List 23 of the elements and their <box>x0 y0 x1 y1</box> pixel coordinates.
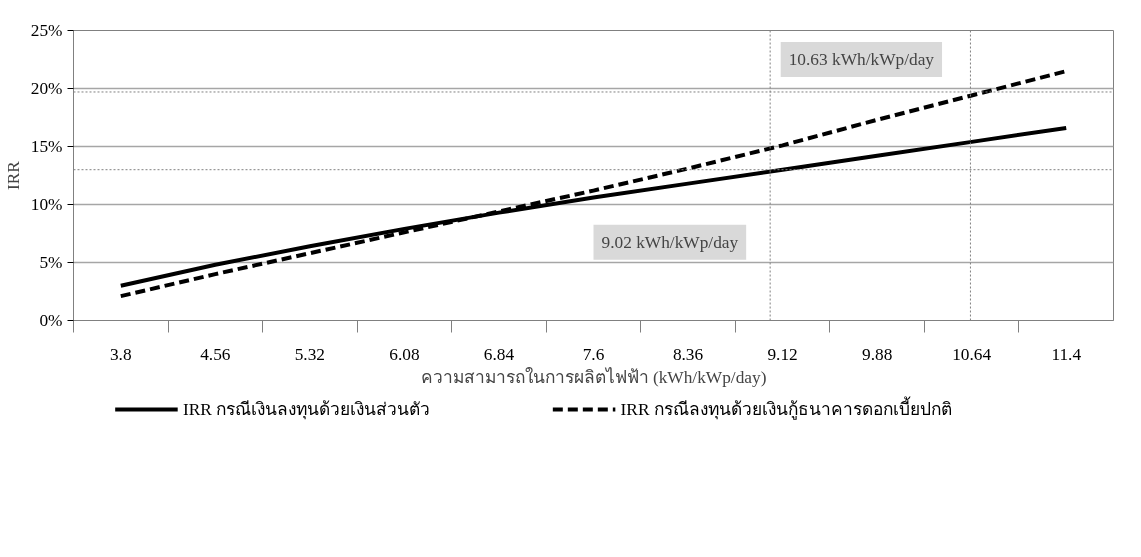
y-axis-title: IRR <box>3 160 23 190</box>
x-tick-label: 6.84 <box>483 344 515 364</box>
x-tick-label: 7.6 <box>582 344 605 364</box>
x-tick-label: 5.32 <box>294 344 326 364</box>
y-tick-label: 0% <box>39 311 63 330</box>
y-tick-label: 25% <box>30 21 63 40</box>
x-axis-title: ความสามารถในการผลิตไฟฟ้า (kWh/kWp/day) <box>420 366 767 387</box>
annotation: 9.02 kWh/kWp/day <box>601 232 739 252</box>
y-tick-label: 20% <box>30 79 63 98</box>
legend-label: IRR กรณีเงินลงทุนด้วยเงินส่วนตัว <box>182 400 431 420</box>
x-tick-label: 11.4 <box>1051 344 1082 364</box>
x-tick-label: 10.64 <box>952 344 992 364</box>
x-tick-label: 3.8 <box>109 344 132 364</box>
x-tick-label: 9.88 <box>861 344 893 364</box>
x-tick-label: 9.12 <box>767 344 798 364</box>
y-tick-label: 5% <box>39 253 63 272</box>
annotation: 10.63 kWh/kWp/day <box>788 50 935 69</box>
legend-label: IRR กรณีลงทุนด้วยเงินกู้ธนาคารดอกเบี้ยปกติ <box>620 396 952 420</box>
y-tick-label: 15% <box>30 137 63 156</box>
x-tick-label: 4.56 <box>200 344 231 364</box>
x-tick-label: 8.36 <box>672 344 704 364</box>
x-tick-label: 6.08 <box>389 344 420 364</box>
y-tick-label: 10% <box>30 195 63 214</box>
